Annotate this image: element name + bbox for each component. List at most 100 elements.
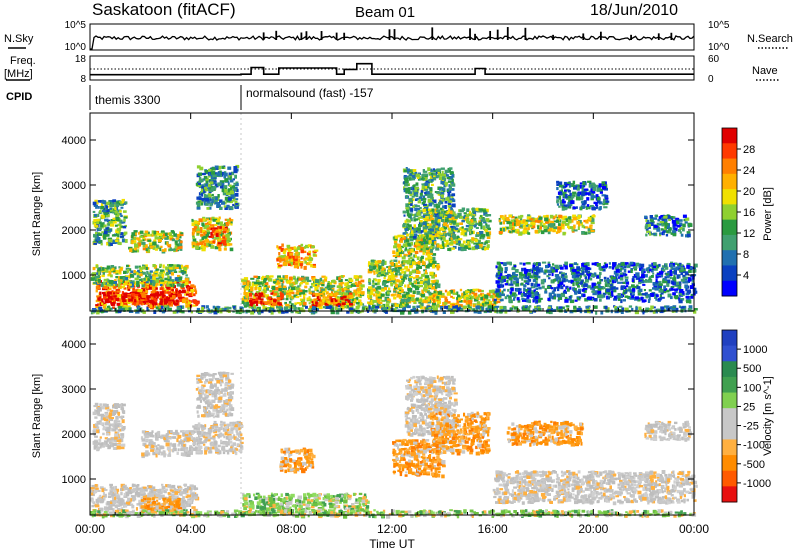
heatmap-cell xyxy=(501,293,505,297)
heatmap-cell xyxy=(289,261,294,265)
heatmap-cell xyxy=(408,282,413,286)
heatmap-cell xyxy=(375,296,380,300)
heatmap-cell xyxy=(110,274,113,278)
heatmap-cell xyxy=(498,294,502,298)
heatmap-cell xyxy=(146,282,149,285)
heatmap-cell xyxy=(128,246,133,250)
heatmap-cell xyxy=(161,230,165,233)
heatmap-cell xyxy=(431,243,435,247)
heatmap-cell xyxy=(166,241,169,245)
heatmap-cell xyxy=(569,226,574,229)
heatmap-cell xyxy=(472,288,477,292)
heatmap-cell xyxy=(288,288,294,293)
heatmap-cell xyxy=(415,198,418,201)
heatmap-cell xyxy=(426,248,431,252)
heatmap-cell xyxy=(114,206,117,211)
heatmap-cell xyxy=(381,288,384,291)
heatmap-cell xyxy=(410,203,413,206)
heatmap-cell xyxy=(451,209,454,214)
heatmap-cell xyxy=(451,193,456,197)
heatmap-cell xyxy=(244,300,247,303)
heatmap-cell xyxy=(144,230,149,234)
heatmap-cell xyxy=(416,247,421,251)
heatmap-cell xyxy=(469,293,472,296)
heatmap-cell xyxy=(139,278,142,281)
heatmap-cell xyxy=(199,239,202,242)
heatmap-cell xyxy=(222,234,225,237)
heatmap-cell xyxy=(340,281,344,285)
heatmap-cell xyxy=(496,276,500,279)
heatmap-cell xyxy=(217,182,222,187)
heatmap-cell xyxy=(167,245,172,248)
heatmap-cell xyxy=(110,223,115,227)
heatmap-cell xyxy=(672,277,677,281)
heatmap-cell xyxy=(383,285,389,288)
heatmap-cell xyxy=(151,293,155,297)
heatmap-cell xyxy=(413,216,416,219)
heatmap-cell xyxy=(471,237,475,241)
heatmap-cell xyxy=(433,228,436,232)
heatmap-cell xyxy=(128,285,131,289)
heatmap-cell xyxy=(424,285,428,289)
heatmap-cell xyxy=(135,292,140,296)
heatmap-cell xyxy=(448,199,453,203)
heatmap-cell xyxy=(230,223,233,226)
heatmap-cell xyxy=(164,277,168,281)
heatmap-cell xyxy=(492,292,496,296)
heatmap-cell xyxy=(141,266,145,270)
heatmap-cell xyxy=(209,240,213,244)
heatmap-cell xyxy=(549,270,554,273)
heatmap-cell xyxy=(384,297,389,302)
heatmap-cell xyxy=(295,292,299,295)
heatmap-cell xyxy=(387,287,391,291)
heatmap-cell xyxy=(224,171,227,174)
heatmap-cell xyxy=(546,229,551,232)
heatmap-cell xyxy=(425,204,430,207)
heatmap-cell xyxy=(436,296,439,299)
heatmap-cell xyxy=(568,216,572,220)
heatmap-cell xyxy=(319,277,323,282)
heatmap-cell xyxy=(99,302,103,306)
heatmap-cell xyxy=(353,283,358,287)
heatmap-cell xyxy=(99,291,102,296)
heatmap-cell xyxy=(480,297,483,301)
heatmap-cell xyxy=(158,233,163,237)
heatmap-cell xyxy=(149,275,154,279)
heatmap-cell xyxy=(311,277,314,281)
heatmap-cell xyxy=(192,304,197,307)
heatmap-cell xyxy=(137,237,141,241)
heatmap-cell xyxy=(446,224,449,228)
heatmap-cell xyxy=(126,269,130,273)
heatmap-cell xyxy=(567,225,570,229)
heatmap-cell xyxy=(429,187,433,192)
heatmap-cell xyxy=(427,194,432,199)
heatmap-cell xyxy=(624,295,629,298)
heatmap-cell xyxy=(208,184,211,188)
heatmap-cell xyxy=(445,213,449,217)
heatmap-cell xyxy=(570,271,574,275)
heatmap-cell xyxy=(485,214,489,217)
heatmap-cell xyxy=(431,302,436,306)
heatmap-cell xyxy=(339,278,343,283)
heatmap-cell xyxy=(537,225,540,230)
heatmap-cell xyxy=(554,215,558,218)
heatmap-cell xyxy=(160,245,163,249)
heatmap-cell xyxy=(304,258,308,261)
heatmap-cell xyxy=(111,204,114,208)
heatmap-cell xyxy=(486,235,491,239)
heatmap-cell xyxy=(269,300,272,305)
heatmap-cell xyxy=(197,226,200,229)
heatmap-cell xyxy=(405,218,409,223)
heatmap-cell xyxy=(420,190,424,193)
heatmap-cell xyxy=(224,187,228,190)
heatmap-cell xyxy=(217,194,220,198)
heatmap-cell xyxy=(127,279,131,283)
heatmap-cell xyxy=(221,225,225,230)
heatmap-cell xyxy=(423,287,428,292)
heatmap-cell xyxy=(195,182,198,186)
nsky-panel: N.Sky 10^5 10^0 10^5 10^0 N.Search xyxy=(4,20,793,53)
heatmap-cell xyxy=(408,253,413,256)
heatmap-cell xyxy=(354,292,358,296)
heatmap-cell xyxy=(174,245,178,249)
heatmap-cell xyxy=(129,298,134,302)
